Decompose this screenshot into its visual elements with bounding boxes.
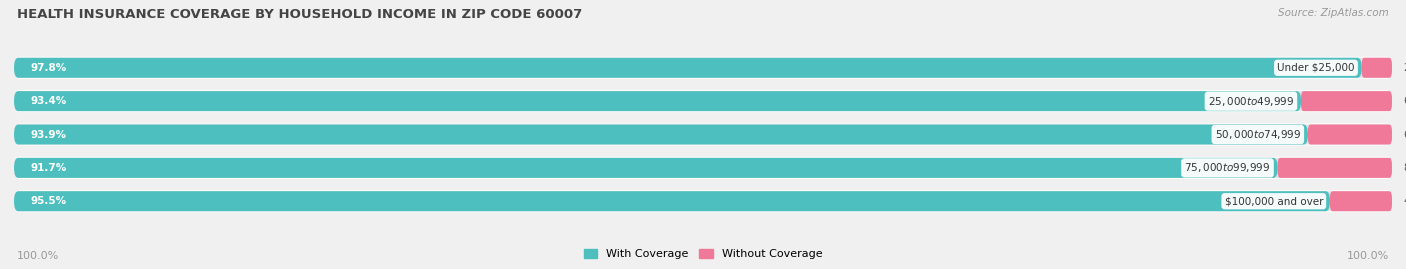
FancyBboxPatch shape [14,191,1330,211]
FancyBboxPatch shape [14,57,1392,79]
FancyBboxPatch shape [14,123,1392,146]
Legend: With Coverage, Without Coverage: With Coverage, Without Coverage [579,244,827,263]
FancyBboxPatch shape [14,58,1392,78]
Text: 97.8%: 97.8% [31,63,67,73]
FancyBboxPatch shape [14,91,1301,111]
Text: $25,000 to $49,999: $25,000 to $49,999 [1208,95,1294,108]
FancyBboxPatch shape [1361,58,1392,78]
Text: 100.0%: 100.0% [17,251,59,261]
Text: 8.3%: 8.3% [1403,163,1406,173]
Text: 100.0%: 100.0% [1347,251,1389,261]
Text: 93.4%: 93.4% [31,96,67,106]
FancyBboxPatch shape [14,157,1392,179]
FancyBboxPatch shape [1278,158,1392,178]
Text: $100,000 and over: $100,000 and over [1225,196,1323,206]
FancyBboxPatch shape [14,90,1392,112]
Text: 6.1%: 6.1% [1403,129,1406,140]
Text: Under $25,000: Under $25,000 [1277,63,1355,73]
FancyBboxPatch shape [14,158,1278,178]
Text: 95.5%: 95.5% [31,196,66,206]
FancyBboxPatch shape [14,191,1392,211]
FancyBboxPatch shape [14,125,1392,144]
Text: HEALTH INSURANCE COVERAGE BY HOUSEHOLD INCOME IN ZIP CODE 60007: HEALTH INSURANCE COVERAGE BY HOUSEHOLD I… [17,8,582,21]
FancyBboxPatch shape [14,58,1361,78]
Text: 4.5%: 4.5% [1403,196,1406,206]
FancyBboxPatch shape [14,125,1308,144]
Text: 93.9%: 93.9% [31,129,66,140]
FancyBboxPatch shape [14,190,1392,212]
Text: 91.7%: 91.7% [31,163,67,173]
FancyBboxPatch shape [14,91,1392,111]
Text: Source: ZipAtlas.com: Source: ZipAtlas.com [1278,8,1389,18]
FancyBboxPatch shape [1308,125,1392,144]
FancyBboxPatch shape [1330,191,1392,211]
Text: $50,000 to $74,999: $50,000 to $74,999 [1215,128,1301,141]
FancyBboxPatch shape [14,158,1392,178]
Text: $75,000 to $99,999: $75,000 to $99,999 [1184,161,1271,174]
Text: 2.2%: 2.2% [1403,63,1406,73]
Text: 6.6%: 6.6% [1403,96,1406,106]
FancyBboxPatch shape [1301,91,1392,111]
